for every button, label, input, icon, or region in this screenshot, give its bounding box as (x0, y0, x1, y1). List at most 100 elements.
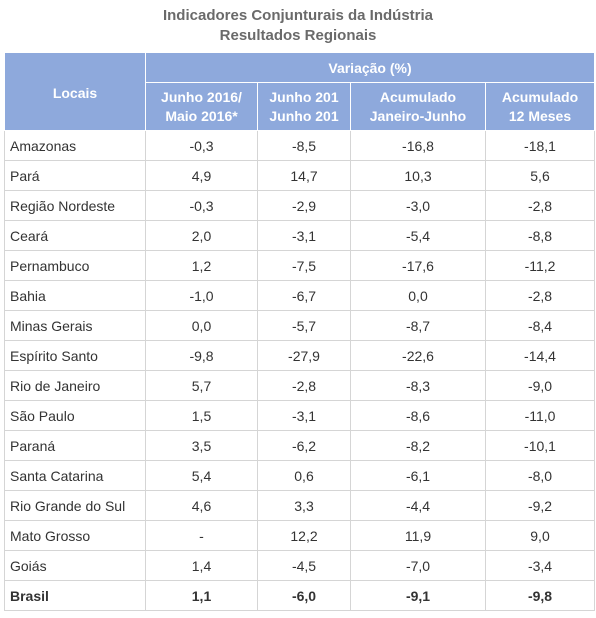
row-value: -9,1 (350, 580, 486, 611)
row-value: -8,5 (257, 130, 351, 161)
row-local: Mato Grosso (4, 520, 146, 551)
row-value: -6,2 (257, 430, 351, 461)
header-col-3-line2: Janeiro-Junho (369, 107, 467, 124)
table-row: Região Nordeste -0,3 -2,9 -3,0 -2,8 (4, 190, 596, 221)
row-value: -8,3 (350, 370, 486, 401)
table-title: Indicadores Conjunturais da Indústria (162, 7, 434, 24)
table-row: Amazonas -0,3 -8,5 -16,8 -18,1 (4, 130, 596, 161)
row-value: -0,3 (145, 130, 258, 161)
row-local: São Paulo (4, 400, 146, 431)
table-body: Amazonas -0,3 -8,5 -16,8 -18,1 Pará 4,9 14,7 10,… (4, 130, 596, 611)
row-value: 11,9 (350, 520, 486, 551)
row-value: -3,1 (257, 220, 351, 251)
row-value: -9,0 (484, 370, 596, 401)
row-value: -18,1 (484, 130, 596, 161)
header-col-3: Acumulado Janeiro-Junho (350, 82, 486, 131)
table-row: Pará 4,9 14,7 10,3 5,6 (4, 160, 596, 191)
row-value: 9,0 (484, 520, 596, 551)
row-value: -1,0 (145, 280, 258, 311)
row-value: -8,4 (484, 310, 596, 341)
row-value: - (145, 520, 258, 551)
row-value: 10,3 (350, 160, 486, 191)
table-row: Goiás 1,4 -4,5 -7,0 -3,4 (4, 550, 596, 581)
header-variacao: Variação (%) (144, 52, 596, 83)
row-value: 1,2 (145, 250, 258, 281)
row-value: -5,4 (350, 220, 486, 251)
table-row: Minas Gerais 0,0 -5,7 -8,7 -8,4 (4, 310, 596, 341)
row-local: Paraná (4, 430, 146, 461)
row-value: 12,2 (257, 520, 351, 551)
row-value: -8,2 (350, 430, 486, 461)
table-row: Brasil 1,1 -6,0 -9,1 -9,8 (4, 580, 596, 611)
table-row: Ceará 2,0 -3,1 -5,4 -8,8 (4, 220, 596, 251)
row-value: -2,8 (484, 190, 596, 221)
header-col-1: Junho 2016/Maio 2016* (145, 82, 258, 131)
row-value: -6,7 (257, 280, 351, 311)
row-local: Goiás (4, 550, 146, 581)
indicators-table: Locais Variação (%) Junho 2016/Maio 2016… (4, 52, 596, 611)
row-value: -9,8 (484, 580, 596, 611)
header-col-2-line2: Junho 201 (269, 107, 339, 124)
header-locais: Locais (4, 52, 146, 131)
row-value: 4,9 (145, 160, 258, 191)
row-value: -9,8 (145, 340, 258, 371)
row-value: 5,6 (484, 160, 596, 191)
row-value: 4,6 (145, 490, 258, 521)
row-value: 1,4 (145, 550, 258, 581)
row-local: Espírito Santo (4, 340, 146, 371)
row-value: -5,7 (257, 310, 351, 341)
row-value: 1,1 (145, 580, 258, 611)
row-value: -9,2 (484, 490, 596, 521)
row-value: -14,4 (484, 340, 596, 371)
row-local: Bahia (4, 280, 146, 311)
row-value: 14,7 (257, 160, 351, 191)
header-col-2-line1: Junho 201 (269, 88, 339, 105)
row-value: 0,6 (257, 460, 351, 491)
row-value: -10,1 (484, 430, 596, 461)
row-value: 5,4 (145, 460, 258, 491)
row-value: -2,8 (257, 370, 351, 401)
header-col-3-line1: Acumulado (379, 88, 457, 105)
header-col-2: Junho 201 Junho 201 (257, 82, 351, 131)
header-col-4-line2: 12 Meses (508, 107, 572, 124)
row-value: -22,6 (350, 340, 486, 371)
table-row: Paraná 3,5 -6,2 -8,2 -10,1 (4, 430, 596, 461)
row-value: -4,5 (257, 550, 351, 581)
row-value: 2,0 (145, 220, 258, 251)
table-row: Espírito Santo -9,8 -27,9 -22,6 -14,4 (4, 340, 596, 371)
row-value: -8,8 (484, 220, 596, 251)
row-value: -16,8 (350, 130, 486, 161)
row-value: -8,6 (350, 400, 486, 431)
row-value: 3,5 (145, 430, 258, 461)
table-row: São Paulo 1,5 -3,1 -8,6 -11,0 (4, 400, 596, 431)
row-value: 5,7 (145, 370, 258, 401)
row-local: Amazonas (4, 130, 146, 161)
row-local: Região Nordeste (4, 190, 146, 221)
row-value: -7,5 (257, 250, 351, 281)
row-value: -11,2 (484, 250, 596, 281)
row-local: Pernambuco (4, 250, 146, 281)
header-col-4: Acumulado 12 Meses (484, 82, 596, 131)
row-value: -6,1 (350, 460, 486, 491)
row-value: -7,0 (350, 550, 486, 581)
row-value: -6,0 (257, 580, 351, 611)
table-row: Rio de Janeiro 5,7 -2,8 -8,3 -9,0 (4, 370, 596, 401)
row-local: Minas Gerais (4, 310, 146, 341)
row-value: -4,4 (350, 490, 486, 521)
row-value: -8,0 (484, 460, 596, 491)
row-value: 0,0 (145, 310, 258, 341)
row-local: Pará (4, 160, 146, 191)
row-value: 0,0 (350, 280, 486, 311)
row-value: -3,1 (257, 400, 351, 431)
header-col-1-line1: Junho 2016/ (161, 88, 242, 105)
row-value: -11,0 (484, 400, 596, 431)
table-row: Bahia -1,0 -6,7 0,0 -2,8 (4, 280, 596, 311)
table-row: Rio Grande do Sul 4,6 3,3 -4,4 -9,2 (4, 490, 596, 521)
row-value: -27,9 (257, 340, 351, 371)
row-local: Ceará (4, 220, 146, 251)
row-value: 1,5 (145, 400, 258, 431)
table-row: Santa Catarina 5,4 0,6 -6,1 -8,0 (4, 460, 596, 491)
header-col-1-line2: Maio 2016* (165, 107, 238, 124)
row-value: -2,8 (484, 280, 596, 311)
row-local: Santa Catarina (4, 460, 146, 491)
